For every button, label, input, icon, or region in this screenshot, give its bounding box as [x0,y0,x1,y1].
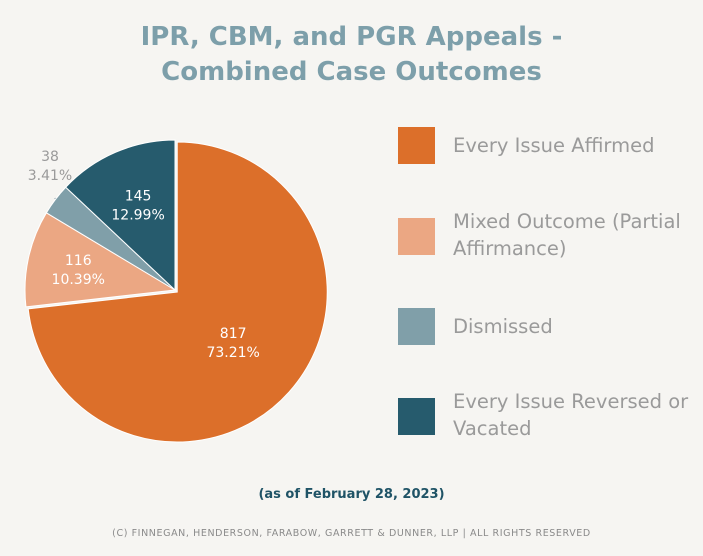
slice-percent-label: 12.99% [111,208,164,224]
slice-value-label: 38 [41,149,59,165]
legend-swatch [398,127,435,164]
legend-label: Mixed Outcome (Partial Affirmance) [453,210,681,260]
copyright-notice: (C) FINNEGAN, HENDERSON, FARABOW, GARRET… [112,528,591,539]
slice-percent-label: 3.41% [28,168,72,184]
legend-swatch [398,308,435,345]
legend-item-every-issue-affirmed: Every Issue Affirmed [398,127,703,164]
slice-percent-label: 73.21% [206,345,259,361]
slice-percent-label: 10.39% [52,272,105,288]
pie-slice-mixed-outcome-partial-affirmance [24,212,177,308]
slice-value-label: 145 [125,189,152,205]
pie-slice-every-issue-affirmed [27,141,328,443]
date-note: (as of February 28, 2023) [258,487,445,502]
legend-swatch [398,218,435,255]
pie-slice-every-issue-reversed-or-vacated [64,139,176,292]
chart-title-line-2: Combined Case Outcomes [161,57,542,87]
chart-title-line-1: IPR, CBM, and PGR Appeals - [140,22,563,52]
slice-value-label: 817 [220,326,247,342]
legend-label: Dismissed [453,315,553,338]
legend-item-mixed-outcome: Mixed Outcome (Partial Affirmance) [398,210,683,262]
pie-chart: 817 73.21% 116 10.39% 38 3.41% 145 12.99% [24,139,328,443]
legend-swatch [398,398,435,435]
legend-item-dismissed: Dismissed [398,308,703,345]
slice-value-label: 116 [65,253,92,269]
chart-title: IPR, CBM, and PGR Appeals - Combined Cas… [0,20,703,90]
legend-label: Every Issue Affirmed [453,134,655,157]
legend-item-every-issue-reversed: Every Issue Reversed or Vacated [398,390,703,442]
legend-label: Every Issue Reversed or Vacated [453,390,689,440]
leader-line [54,197,58,200]
